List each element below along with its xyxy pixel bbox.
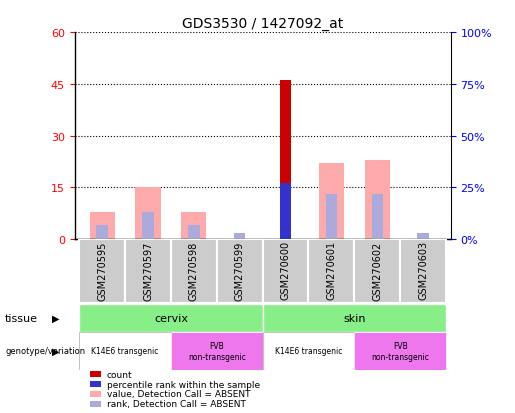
Text: ▶: ▶	[52, 313, 59, 323]
Text: K14E6 transgenic: K14E6 transgenic	[92, 347, 159, 356]
Bar	[188, 225, 200, 240]
Text: skin: skin	[343, 313, 366, 323]
Text: GSM270597: GSM270597	[143, 241, 153, 300]
Text: ▶: ▶	[52, 346, 59, 356]
Text: FVB
non-transgenic: FVB non-transgenic	[371, 342, 429, 361]
Bar	[319, 164, 344, 240]
Bar	[263, 304, 446, 332]
Bar	[365, 160, 390, 240]
Bar	[142, 213, 154, 240]
Bar	[354, 332, 446, 370]
Bar	[90, 212, 115, 240]
Bar	[308, 240, 354, 304]
Text: genotype/variation: genotype/variation	[5, 347, 85, 356]
Text: rank, Detection Call = ABSENT: rank, Detection Call = ABSENT	[107, 399, 246, 408]
Bar	[79, 304, 263, 332]
Text: GSM270595: GSM270595	[97, 241, 107, 300]
Text: FVB
non-transgenic: FVB non-transgenic	[188, 342, 246, 361]
Text: cervix: cervix	[154, 313, 188, 323]
Bar	[280, 184, 291, 240]
Bar	[417, 233, 429, 240]
Text: K14E6 transgenic: K14E6 transgenic	[275, 347, 342, 356]
Text: value, Detection Call = ABSENT: value, Detection Call = ABSENT	[107, 389, 250, 399]
Bar	[181, 212, 207, 240]
Bar	[280, 81, 291, 240]
Title: GDS3530 / 1427092_at: GDS3530 / 1427092_at	[182, 17, 344, 31]
Bar	[171, 240, 217, 304]
Bar	[234, 233, 246, 240]
Bar	[400, 240, 446, 304]
Bar	[125, 240, 171, 304]
Bar	[96, 225, 108, 240]
Bar	[354, 240, 400, 304]
Bar	[135, 188, 161, 240]
Bar	[263, 332, 354, 370]
Bar	[325, 194, 337, 240]
Text: GSM270598: GSM270598	[189, 241, 199, 300]
Text: GSM270599: GSM270599	[235, 241, 245, 300]
Text: percentile rank within the sample: percentile rank within the sample	[107, 380, 260, 389]
Text: GSM270602: GSM270602	[372, 241, 382, 300]
Text: tissue: tissue	[5, 313, 38, 323]
Text: GSM270600: GSM270600	[281, 241, 290, 300]
Bar	[171, 332, 263, 370]
Bar	[79, 332, 171, 370]
Bar	[263, 240, 308, 304]
Bar	[371, 194, 383, 240]
Bar	[217, 240, 263, 304]
Bar	[79, 240, 125, 304]
Text: GSM270603: GSM270603	[418, 241, 428, 300]
Text: GSM270601: GSM270601	[327, 241, 336, 300]
Text: count: count	[107, 370, 132, 379]
